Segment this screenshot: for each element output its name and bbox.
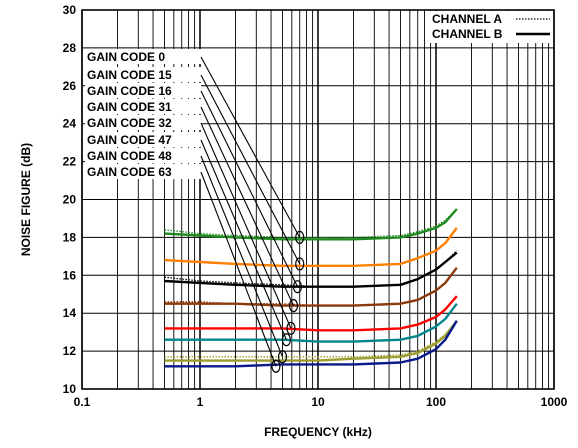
x-tick-label: 1000 [541, 395, 568, 409]
legend-label: CHANNEL A [432, 12, 502, 26]
annotation-bg [85, 115, 201, 130]
series-6-channel-a-line [164, 320, 458, 358]
annotation-marker [295, 230, 305, 244]
series-4-channel-a-line [164, 295, 458, 331]
annotation-marker [288, 299, 299, 313]
y-tick-label: 18 [63, 230, 77, 244]
series-5-channel-a-line [164, 303, 458, 343]
annotation-bg [85, 67, 201, 82]
annotation-marker [286, 321, 296, 335]
annotation-marker [292, 280, 303, 294]
y-tick-label: 24 [63, 117, 77, 131]
x-tick-label: 1 [197, 395, 204, 409]
series-2-channel-a-line [164, 250, 458, 288]
annotation-leader-line [200, 106, 295, 306]
y-tick-label: 26 [63, 79, 77, 93]
x-tick-label: 0.1 [74, 395, 91, 409]
y-tick-label: 28 [63, 41, 77, 55]
x-tick-label: 100 [426, 395, 446, 409]
series-7-channel-a-line [164, 320, 458, 367]
annotation-gain-code: GAIN CODE 15 [87, 68, 172, 82]
gain-code-annotations: GAIN CODE 0 GAIN CODE 15 GAIN CODE 16 GAIN … [85, 49, 305, 373]
series-0-channel-a-line [164, 208, 458, 239]
annotation-bg [85, 49, 201, 64]
annotation-leader-line [200, 122, 292, 329]
annotation-bg [85, 99, 201, 114]
annotation-marker [295, 257, 305, 271]
annotation-bg [85, 132, 201, 147]
x-axis-title: FREQUENCY (kHz) [264, 425, 372, 439]
annotation-gain-code: GAIN CODE 47 [87, 133, 172, 147]
data-curves [164, 208, 458, 368]
y-tick-label: 10 [63, 382, 77, 396]
annotation-bg [85, 148, 201, 163]
annotation-gain-code: GAIN CODE 16 [87, 84, 172, 98]
series-0-channel-b-line [164, 208, 458, 241]
annotation-leader-line [200, 155, 283, 357]
y-tick-label: 22 [63, 155, 77, 169]
annotation-gain-code: GAIN CODE 32 [87, 116, 172, 130]
annotation-leader-line [200, 171, 277, 367]
y-tick-label: 20 [63, 193, 77, 207]
y-tick-label: 16 [63, 268, 77, 282]
y-axis-title: NOISE FIGURE (dB) [19, 143, 33, 256]
annotation-gain-code: GAIN CODE 63 [87, 165, 172, 179]
annotation-leader-line [200, 90, 298, 287]
plot-frame [81, 9, 555, 390]
annotation-leader-line [200, 139, 287, 340]
annotation-bg [85, 164, 201, 179]
y-tick-label: 12 [63, 344, 77, 358]
annotation-bg [85, 83, 201, 98]
annotation-gain-code: GAIN CODE 31 [87, 100, 172, 114]
series-1-channel-a-line [164, 227, 458, 267]
legend-background [428, 11, 553, 43]
series-3-channel-a-line [164, 267, 458, 307]
annotation-leader-line [200, 74, 301, 265]
y-tick-label: 30 [63, 3, 77, 17]
annotation-gain-code: GAIN CODE 48 [87, 149, 172, 163]
x-tick-label: 10 [311, 395, 325, 409]
annotation-marker [281, 333, 292, 347]
x-tick-labels: 0.1 1 10 100 1000 [74, 395, 568, 409]
y-tick-labels: 10 12 14 16 18 20 22 24 26 28 30 [63, 3, 77, 396]
annotation-leader-line [200, 56, 301, 238]
annotation-marker [271, 359, 281, 373]
legend-label: CHANNEL B [432, 27, 503, 41]
annotation-gain-code: GAIN CODE 0 [87, 50, 165, 64]
annotation-marker [277, 350, 288, 364]
y-tick-label: 14 [63, 306, 77, 320]
series-6-channel-b-line [164, 320, 458, 362]
